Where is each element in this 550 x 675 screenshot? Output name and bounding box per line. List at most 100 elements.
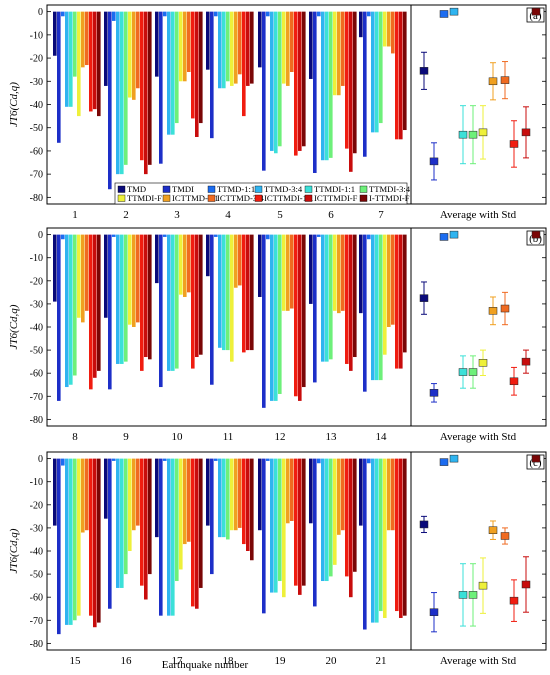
- bar-TTMD-1:1: [317, 234, 321, 237]
- bar-TMDI: [159, 458, 163, 616]
- y-tick-label: -50: [30, 123, 43, 134]
- bar-TTMDI-3:4: [379, 11, 383, 124]
- bar-TTMDI-3:4: [73, 234, 77, 376]
- legend-swatch: [162, 185, 171, 193]
- bar-TTMD-1:1: [112, 458, 116, 461]
- bar-TMDI: [363, 234, 367, 392]
- bar-I-TTMDI-F: [199, 458, 203, 588]
- y-tick-label: -20: [30, 500, 43, 511]
- y-axis-label: JT6(Cd,q): [8, 82, 20, 127]
- bar-TTMD-1:1: [163, 11, 167, 17]
- bar-ICTTMD-3:4: [136, 11, 140, 89]
- bar-TMD: [258, 458, 262, 531]
- bar-TTMD-1:1: [61, 11, 65, 17]
- bar-TTMD-3:4: [321, 458, 325, 582]
- bar-ICTTMD-1:1: [387, 458, 391, 531]
- bar-ICTTMD-3:4: [341, 234, 345, 311]
- bar-TMD: [53, 11, 57, 56]
- avg-marker-TTMDI-3:4: [468, 368, 478, 376]
- bar-TTMDI-F: [77, 458, 81, 616]
- x-tick-label: 21: [376, 655, 387, 667]
- legend-label: I-TTMDI-F: [369, 193, 410, 203]
- bar-ICTTMD-3:4: [290, 234, 294, 309]
- bar-TTMD-1:1: [317, 458, 321, 464]
- avg-marker-ICTTMD-1:1: [488, 77, 498, 86]
- x-tick-label: 17: [172, 655, 184, 667]
- bar-ICTTMDI-F: [298, 234, 302, 401]
- bar-ICTTMDI-F: [144, 11, 148, 175]
- bar-TMDI: [313, 458, 317, 607]
- avg-marker-TTMDI-1:1: [458, 368, 468, 376]
- bar-TMDI: [57, 11, 61, 143]
- bar-TTMDI-1:1: [69, 458, 73, 625]
- bar-TMD: [258, 11, 262, 68]
- bar-TTMDI-F: [282, 234, 286, 311]
- legend-swatch: [207, 194, 216, 202]
- x-tick-label: 10: [172, 431, 184, 443]
- bar-I-TTMDI-F: [97, 11, 101, 117]
- bar-TMD: [155, 234, 159, 284]
- bar-ICTTMDI-F: [195, 458, 199, 609]
- bar-I-TTMDI-F: [148, 458, 152, 575]
- bar-TTMD-3:4: [371, 11, 375, 133]
- avg-marker-TTMD-3:4: [449, 230, 459, 239]
- bar-ICTTMD-1:1: [337, 11, 341, 96]
- bar-TMD: [206, 458, 210, 526]
- bar-TTMDI-F: [128, 458, 132, 551]
- bar-TMD: [359, 11, 363, 38]
- bar-ICTTMDI-1:1: [242, 11, 246, 117]
- x-tick-label: 2: [123, 209, 129, 221]
- legend-label: ICTTMD-3:4: [217, 193, 264, 203]
- bar-TTMD-1:1: [317, 11, 321, 17]
- bar-ICTTMDI-1:1: [395, 458, 399, 612]
- bar-TMDI: [159, 234, 163, 388]
- bar-TTMD-3:4: [270, 11, 274, 151]
- avg-marker-TMD: [419, 294, 429, 302]
- bar-TTMDI-1:1: [274, 11, 278, 154]
- avg-marker-ICTTMD-3:4: [500, 76, 510, 84]
- bar-TTMD-3:4: [270, 458, 274, 593]
- y-tick-label: -40: [30, 323, 43, 334]
- y-tick-label: -70: [30, 616, 43, 627]
- bar-TTMDI-F: [230, 234, 234, 362]
- avg-marker-TTMDI-F: [478, 359, 488, 367]
- bar-TTMDI-F: [383, 11, 387, 47]
- legend-swatch: [359, 185, 368, 193]
- legend-label: TMD: [127, 184, 146, 194]
- avg-marker-TTMDI-1:1: [458, 591, 468, 599]
- bar-TTMD-3:4: [321, 11, 325, 161]
- bar-TTMDI-F: [179, 458, 183, 570]
- bar-TTMD-1:1: [367, 458, 371, 464]
- bar-ICTTMDI-1:1: [345, 11, 349, 149]
- bar-TTMDI-1:1: [222, 234, 226, 351]
- bar-TTMDI-1:1: [69, 234, 73, 385]
- bar-TTMD-1:1: [112, 11, 116, 21]
- avg-marker-TMD: [419, 520, 429, 529]
- bar-I-TTMDI-F: [250, 11, 254, 84]
- bar-TMD: [53, 458, 57, 526]
- bar-TTMDI-3:4: [278, 458, 282, 582]
- bar-TMD: [309, 11, 313, 79]
- bar-TTMDI-F: [128, 11, 132, 98]
- bar-TMDI: [262, 11, 266, 171]
- x-tick-label: 1: [72, 209, 78, 221]
- legend-label: ICTTMDI-F: [314, 193, 358, 203]
- legend-swatch: [304, 194, 313, 202]
- x-tick-label: 7: [378, 209, 384, 221]
- legend-label: TTMD-1:1: [217, 184, 255, 194]
- bar-ICTTMD-3:4: [391, 458, 395, 531]
- legend-label: TTMDI-3:4: [369, 184, 411, 194]
- bar-I-TTMDI-F: [97, 458, 101, 623]
- bar-I-TTMDI-F: [199, 11, 203, 124]
- bar-ICTTMD-1:1: [81, 11, 85, 68]
- bar-TTMDI-1:1: [375, 458, 379, 623]
- bar-TMDI: [108, 11, 112, 190]
- bar-ICTTMD-3:4: [341, 458, 345, 531]
- avg-marker-TTMDI-3:4: [468, 130, 478, 139]
- x-tick-label: 4: [225, 209, 231, 221]
- bar-TMDI: [363, 458, 367, 630]
- bar-TTMDI-3:4: [329, 11, 333, 158]
- y-axis-label: JT6(Cd,q): [8, 304, 20, 349]
- y-tick-label: -10: [30, 253, 43, 264]
- avg-axis-label: Average with Std: [440, 431, 517, 443]
